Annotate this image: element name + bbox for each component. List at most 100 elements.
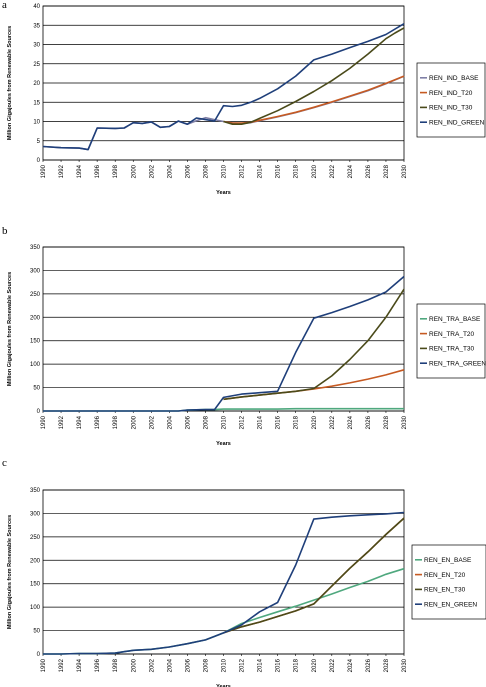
x-tick-label: 2002 bbox=[149, 415, 155, 429]
x-tick-label: 1992 bbox=[59, 415, 65, 429]
legend-entry: REN_IND_T30 bbox=[429, 105, 473, 112]
x-axis-label: Years bbox=[216, 684, 231, 687]
y-tick-label: 40 bbox=[33, 4, 40, 10]
y-tick-label: 0 bbox=[37, 158, 41, 164]
y-tick-label: 350 bbox=[30, 488, 41, 494]
x-tick-label: 2024 bbox=[348, 415, 354, 429]
x-tick-label: 2022 bbox=[330, 658, 336, 672]
x-tick-label: 2004 bbox=[167, 164, 173, 178]
y-tick-label: 50 bbox=[33, 386, 40, 392]
x-tick-label: 2020 bbox=[312, 415, 318, 429]
legend-entry: REN_EN_GREEN bbox=[424, 602, 477, 609]
y-tick-label: 5 bbox=[37, 139, 41, 145]
x-tick-label: 2006 bbox=[185, 164, 191, 178]
series-line-ren-en-t30 bbox=[223, 517, 405, 634]
series-line-ren-en-t20 bbox=[223, 517, 405, 634]
panel-label: b bbox=[2, 225, 8, 237]
series-line-ren-tra-green bbox=[43, 275, 405, 412]
x-tick-label: 2002 bbox=[149, 164, 155, 178]
x-tick-label: 2030 bbox=[402, 658, 408, 672]
x-tick-label: 1990 bbox=[41, 415, 47, 429]
x-tick-label: 2028 bbox=[384, 658, 390, 672]
y-tick-label: 10 bbox=[33, 120, 40, 126]
x-tick-label: 2016 bbox=[276, 164, 282, 178]
x-axis-label: Years bbox=[216, 441, 231, 447]
series-line-ren-en-green bbox=[43, 511, 405, 655]
y-tick-label: 300 bbox=[30, 511, 41, 517]
series-line-ren-tra-t30 bbox=[223, 288, 405, 401]
y-tick-label: 20 bbox=[33, 81, 40, 87]
legend-entry: REN_TRA_T20 bbox=[429, 331, 475, 338]
x-tick-label: 2012 bbox=[240, 658, 246, 672]
x-tick-label: 2002 bbox=[149, 658, 155, 672]
x-tick-label: 2030 bbox=[402, 164, 408, 178]
y-tick-label: 250 bbox=[30, 292, 41, 298]
legend-box bbox=[411, 544, 486, 620]
legend-entry: REN_EN_BASE bbox=[424, 557, 472, 564]
x-tick-label: 1992 bbox=[59, 658, 65, 672]
legend-entry: REN_EN_T30 bbox=[424, 587, 466, 594]
x-tick-label: 2000 bbox=[131, 164, 137, 178]
x-tick-label: 1994 bbox=[77, 415, 83, 429]
series-line-ren-ind-t20 bbox=[223, 75, 405, 124]
y-tick-label: 200 bbox=[30, 315, 41, 321]
legend-entry: REN_IND_BASE bbox=[429, 75, 479, 82]
x-tick-label: 2008 bbox=[203, 415, 209, 429]
series-line-ren-ind-base bbox=[42, 75, 405, 151]
x-tick-label: 2010 bbox=[222, 415, 228, 429]
y-tick-label: 100 bbox=[30, 362, 41, 368]
y-axis-label: Million Gigajoules from Renewable Source… bbox=[7, 272, 13, 386]
y-tick-label: 15 bbox=[33, 100, 40, 106]
x-tick-label: 2006 bbox=[185, 415, 191, 429]
x-tick-label: 2030 bbox=[402, 415, 408, 429]
y-tick-label: 100 bbox=[30, 605, 41, 611]
x-tick-label: 2004 bbox=[167, 415, 173, 429]
x-tick-label: 2010 bbox=[222, 658, 228, 672]
series-line-ren-en-base bbox=[43, 567, 405, 655]
legend-entry: REN_TRA_GREEN bbox=[429, 361, 486, 368]
x-tick-label: 2016 bbox=[276, 415, 282, 429]
x-axis-label: Years bbox=[216, 190, 231, 196]
y-tick-label: 200 bbox=[30, 558, 41, 564]
x-tick-label: 2014 bbox=[258, 164, 264, 178]
y-tick-label: 30 bbox=[33, 43, 40, 49]
y-tick-label: 350 bbox=[30, 245, 41, 251]
x-tick-label: 1998 bbox=[113, 415, 119, 429]
x-tick-label: 1998 bbox=[113, 164, 119, 178]
x-tick-label: 2024 bbox=[348, 658, 354, 672]
plot-area bbox=[42, 246, 405, 412]
x-tick-label: 1994 bbox=[77, 658, 83, 672]
legend-entry: REN_TRA_T30 bbox=[429, 346, 475, 353]
y-axis-label: Million Gigajoules from Renewable Source… bbox=[7, 515, 13, 629]
x-tick-label: 2012 bbox=[240, 415, 246, 429]
x-tick-label: 2012 bbox=[240, 164, 246, 178]
x-tick-label: 2026 bbox=[366, 164, 372, 178]
series-line-ren-ind-green bbox=[42, 23, 405, 151]
x-tick-label: 1992 bbox=[59, 164, 65, 178]
x-tick-label: 2020 bbox=[312, 658, 318, 672]
x-tick-label: 2028 bbox=[384, 164, 390, 178]
x-tick-label: 1994 bbox=[77, 164, 83, 178]
x-tick-label: 2008 bbox=[203, 164, 209, 178]
x-tick-label: 2022 bbox=[330, 164, 336, 178]
x-tick-label: 1996 bbox=[95, 164, 101, 178]
x-tick-label: 2018 bbox=[294, 658, 300, 672]
plot-area bbox=[42, 489, 405, 655]
x-tick-label: 2000 bbox=[131, 415, 137, 429]
series-line-ren-ind-t30 bbox=[223, 27, 405, 125]
x-tick-label: 2020 bbox=[312, 164, 318, 178]
x-tick-label: 2008 bbox=[203, 658, 209, 672]
y-tick-label: 35 bbox=[33, 23, 40, 29]
y-tick-label: 150 bbox=[30, 582, 41, 588]
x-tick-label: 2016 bbox=[276, 658, 282, 672]
y-tick-label: 250 bbox=[30, 535, 41, 541]
legend-entry: REN_TRA_BASE bbox=[429, 316, 481, 323]
x-tick-label: 2014 bbox=[258, 415, 264, 429]
legend-box bbox=[416, 62, 486, 138]
series-line-ren-tra-t20 bbox=[223, 369, 405, 401]
x-tick-label: 2014 bbox=[258, 658, 264, 672]
panel-label: c bbox=[2, 457, 7, 469]
x-tick-label: 1990 bbox=[41, 164, 47, 178]
x-tick-label: 2006 bbox=[185, 658, 191, 672]
